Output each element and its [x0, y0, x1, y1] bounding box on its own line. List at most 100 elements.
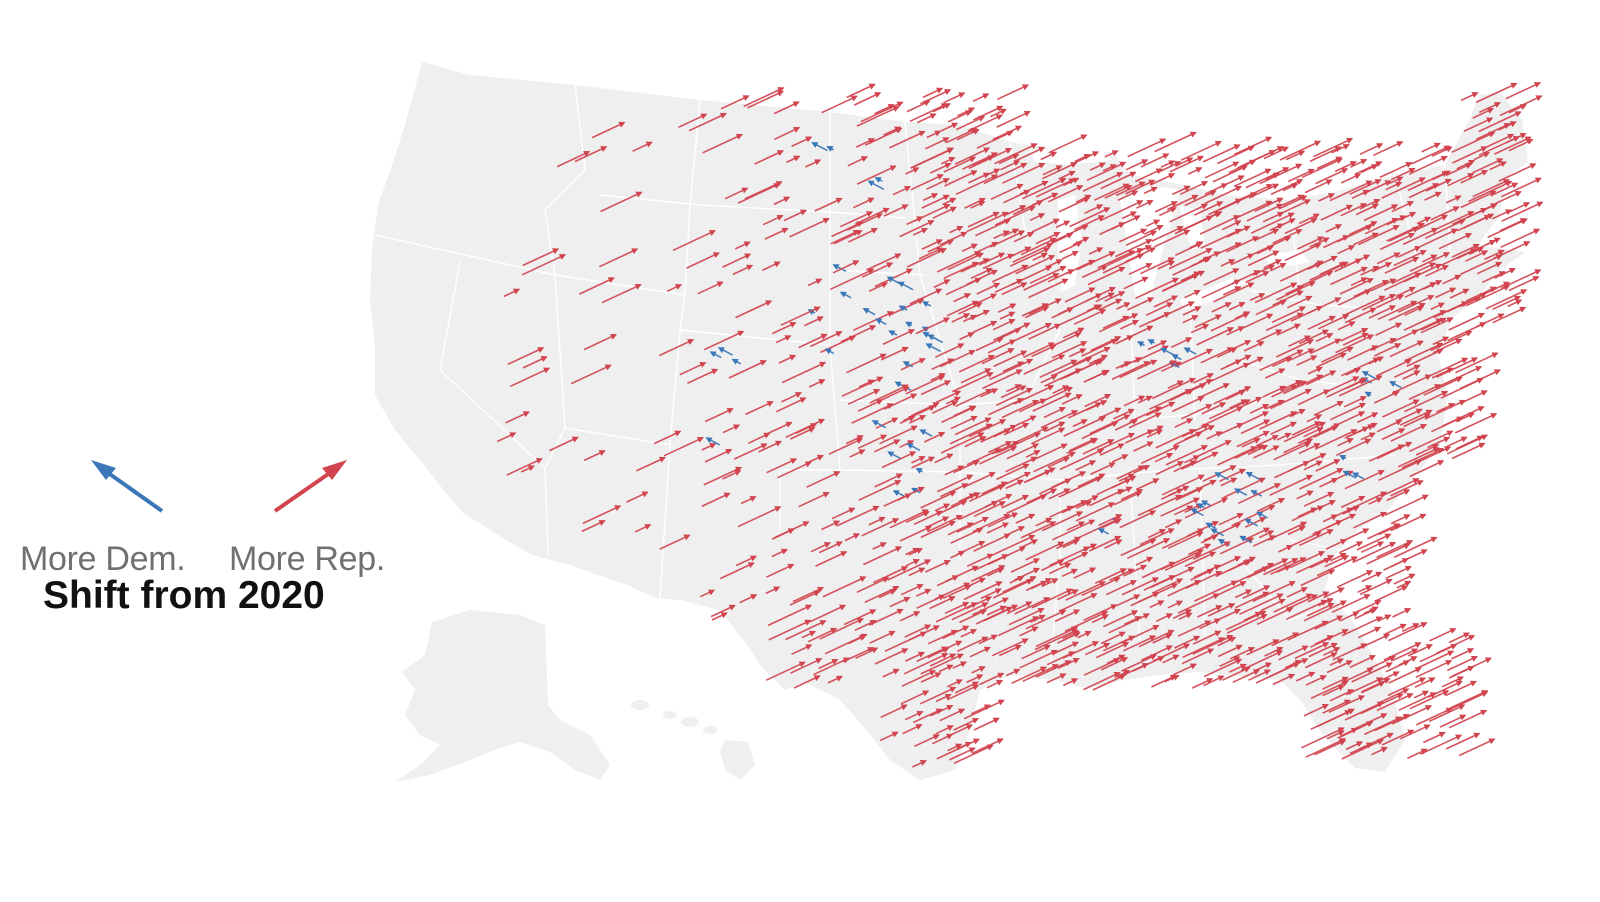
rep-shift-arrow — [1377, 300, 1418, 321]
rep-shift-arrow — [701, 443, 717, 451]
rep-shift-arrow — [702, 133, 743, 154]
rep-shift-arrow — [924, 137, 950, 150]
rep-shift-arrow — [1014, 322, 1053, 342]
rep-shift-arrow — [1508, 104, 1527, 114]
rep-shift-arrow — [1398, 656, 1418, 666]
dem-shift-arrow — [888, 330, 898, 337]
rep-shift-arrow — [936, 251, 981, 273]
rep-shift-arrow — [991, 441, 1020, 455]
rep-shift-arrow — [877, 386, 910, 403]
rep-shift-arrow — [1378, 523, 1401, 536]
dem-shift-arrow — [906, 443, 921, 452]
rep-shift-arrow — [591, 121, 626, 139]
rep-shift-arrow — [1210, 312, 1250, 332]
rep-shift-arrow — [1174, 418, 1194, 428]
rep-shift-arrow — [945, 127, 978, 144]
rep-shift-arrow — [754, 150, 784, 165]
rep-shift-arrow — [1388, 622, 1428, 642]
rep-shift-arrow — [1151, 301, 1195, 323]
rep-shift-arrow — [1087, 369, 1110, 382]
rep-shift-arrow — [747, 90, 784, 109]
rep-shift-arrow — [1291, 421, 1322, 436]
rep-shift-arrow — [1255, 299, 1287, 316]
rep-shift-arrow — [686, 252, 720, 269]
rep-shift-arrow — [1050, 332, 1082, 348]
rep-shift-arrow — [997, 303, 1017, 313]
rep-shift-arrow — [1445, 691, 1489, 713]
rep-shift-arrow — [1248, 183, 1280, 199]
rep-shift-arrow — [931, 358, 955, 371]
rep-shift-arrow — [1003, 189, 1031, 204]
rep-shift-arrow — [1342, 332, 1369, 346]
rep-shift-arrow — [1329, 402, 1367, 421]
rep-shift-arrow — [1448, 312, 1485, 331]
rep-shift-arrow — [1245, 167, 1290, 189]
rep-shift-arrow — [1000, 328, 1022, 339]
rep-shift-arrow — [1449, 690, 1489, 709]
rep-shift-arrow — [994, 278, 1024, 294]
rep-shift-arrow — [1323, 235, 1350, 249]
rep-shift-arrow — [549, 436, 579, 452]
rep-shift-arrow — [1432, 336, 1450, 346]
rep-shift-arrow — [1040, 410, 1079, 429]
dem-shift-arrow — [1137, 341, 1145, 348]
rep-shift-arrow — [522, 248, 560, 267]
rep-shift-arrow — [789, 427, 816, 440]
rep-shift-arrow — [1340, 173, 1362, 184]
rep-shift-arrow — [990, 108, 1007, 118]
rep-shift-arrow — [1052, 385, 1070, 395]
rep-shift-arrow — [993, 230, 1010, 240]
rep-shift-arrow — [1098, 313, 1139, 333]
rep-shift-arrow — [1009, 247, 1051, 267]
rep-shift-arrow — [1168, 248, 1213, 270]
rep-shift-arrow — [704, 408, 734, 423]
rep-shift-arrow — [1390, 514, 1411, 525]
rep-shift-arrow — [1392, 608, 1412, 618]
rep-shift-arrow — [1438, 233, 1473, 250]
rep-shift-arrow — [679, 362, 707, 376]
rep-shift-arrow — [1393, 249, 1427, 267]
rep-shift-arrow — [1001, 399, 1040, 419]
rep-shift-arrow — [1081, 265, 1108, 279]
rep-shift-arrow — [1151, 226, 1184, 242]
rep-shift-arrow — [1494, 136, 1532, 155]
rep-shift-arrow — [1149, 173, 1176, 186]
rep-shift-arrow — [1331, 144, 1350, 154]
rep-shift-arrow — [908, 415, 927, 424]
rep-shift-arrow — [570, 364, 612, 385]
rep-shift-arrow — [1140, 445, 1180, 465]
rep-shift-arrow — [1404, 342, 1444, 362]
rep-shift-arrow — [722, 424, 741, 434]
rep-shift-arrow — [1052, 356, 1093, 377]
rep-shift-arrow — [1478, 111, 1522, 133]
rep-shift-arrow — [1247, 356, 1264, 366]
rep-shift-arrow — [728, 360, 767, 379]
rep-shift-arrow — [932, 206, 957, 219]
rep-shift-arrow — [1116, 302, 1131, 310]
rep-shift-arrow — [1193, 201, 1224, 216]
rep-shift-arrow — [1465, 250, 1489, 262]
rep-shift-arrow — [1446, 163, 1473, 176]
rep-shift-arrow — [1222, 286, 1242, 296]
rep-shift-arrow — [771, 322, 797, 335]
rep-shift-arrow — [1234, 411, 1270, 429]
dem-shift-arrow — [1364, 391, 1372, 398]
rep-shift-arrow — [1051, 307, 1074, 319]
rep-shift-arrow — [765, 421, 793, 436]
rep-shift-arrow — [1460, 169, 1489, 184]
rep-shift-arrow — [1420, 228, 1459, 248]
rep-shift-arrow — [1169, 203, 1209, 223]
rep-shift-arrow — [1020, 237, 1057, 256]
rep-shift-arrow — [1468, 180, 1513, 203]
rep-shift-arrow — [1408, 155, 1448, 175]
rep-shift-arrow — [1425, 265, 1449, 277]
rep-shift-arrow — [1449, 288, 1470, 299]
dem-shift-arrow — [898, 305, 908, 312]
rep-shift-arrow — [1073, 309, 1107, 325]
rep-shift-arrow — [1081, 338, 1118, 357]
rep-shift-arrow — [1181, 404, 1213, 420]
rep-shift-arrow — [1347, 254, 1371, 267]
rep-shift-arrow — [999, 311, 1016, 320]
rep-shift-arrow — [840, 325, 877, 343]
rep-shift-arrow — [1422, 731, 1446, 744]
